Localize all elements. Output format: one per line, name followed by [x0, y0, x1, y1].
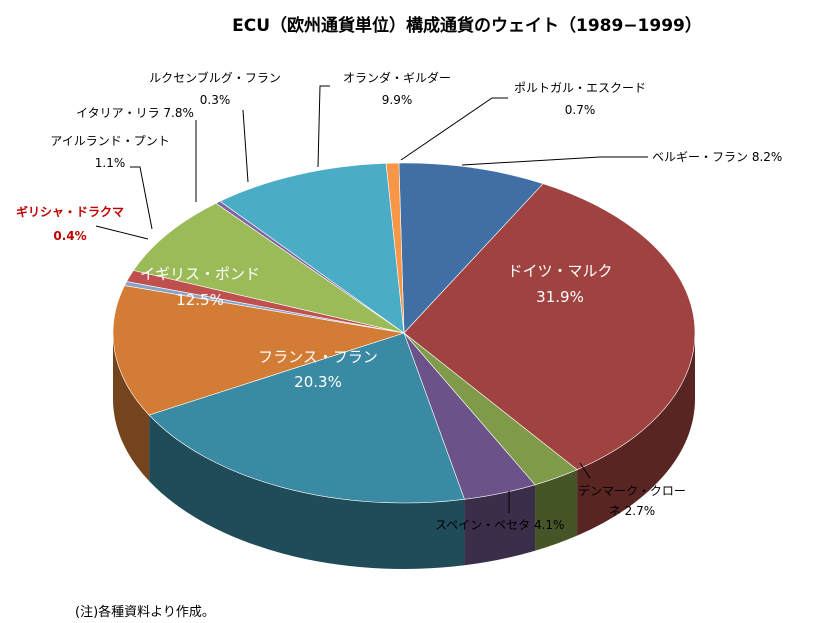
- pie-slice-0: [398, 162, 544, 334]
- leader-luxembourg: [242, 109, 249, 183]
- label-ireland-value: 1.1%: [95, 156, 126, 170]
- pie-top-faces: [112, 162, 696, 504]
- label-portugal-name: ポルトガル・エスクード: [514, 81, 646, 95]
- label-spain: スペイン・ペセタ 4.1%: [435, 518, 564, 532]
- label-italy: イタリア・リラ 7.8%: [76, 106, 194, 120]
- label-netherlands-value: 9.9%: [382, 93, 413, 107]
- label-luxembourg-value: 0.3%: [200, 93, 231, 107]
- label-ireland-name: アイルランド・プント: [50, 134, 169, 148]
- label-denmark-line1: デンマーク・クロー: [578, 483, 686, 498]
- leader-portugal: [400, 97, 508, 161]
- label-germany-value: 31.9%: [536, 288, 584, 306]
- label-luxembourg-name: ルクセンブルグ・フラン: [149, 70, 281, 85]
- slice-labels: ベルギー・フラン 8.2% ドイツ・マルク 31.9% デンマーク・クロー ネ …: [16, 70, 782, 532]
- chart-title: ECU（欧州通貨単位）構成通貨のウェイト（1989−1999）: [232, 15, 702, 36]
- pie-slice-1: [403, 183, 696, 471]
- label-portugal-value: 0.7%: [565, 103, 596, 117]
- pie-slice-10: [219, 163, 405, 334]
- pie-side-3: [464, 484, 536, 566]
- pie-slice-8: [132, 202, 405, 334]
- footnote: (注)各種資料より作成。: [75, 605, 215, 620]
- label-denmark-line2: ネ 2.7%: [609, 504, 655, 518]
- pie-side-5: [113, 333, 150, 481]
- label-france-name: フランス・フラン: [258, 348, 378, 366]
- label-germany-name: ドイツ・マルク: [507, 262, 612, 280]
- leader-greece: [95, 225, 149, 240]
- pie-sides: [113, 333, 695, 570]
- leader-lines: [95, 85, 648, 513]
- pie-side-2: [535, 469, 578, 551]
- label-belgium: ベルギー・フラン 8.2%: [652, 150, 782, 164]
- pie-side-4: [149, 414, 465, 570]
- label-greece-value: 0.4%: [53, 229, 86, 243]
- pie-side-1: [577, 333, 695, 536]
- pie-slice-4: [148, 332, 465, 504]
- leader-ireland: [130, 166, 153, 230]
- label-netherlands-name: オランダ・ギルダー: [343, 70, 451, 85]
- label-france-value: 20.3%: [294, 373, 342, 391]
- label-uk-value: 12.5%: [176, 291, 224, 309]
- pie-slice-5: [112, 285, 405, 416]
- label-greece-name: ギリシャ・ドラクマ: [16, 204, 124, 219]
- leader-netherlands: [317, 85, 330, 168]
- label-uk-name: イギリス・ポンド: [140, 265, 260, 283]
- pie-slice-11: [385, 162, 405, 334]
- leader-belgium: [461, 156, 648, 166]
- leader-denmark: [579, 462, 591, 479]
